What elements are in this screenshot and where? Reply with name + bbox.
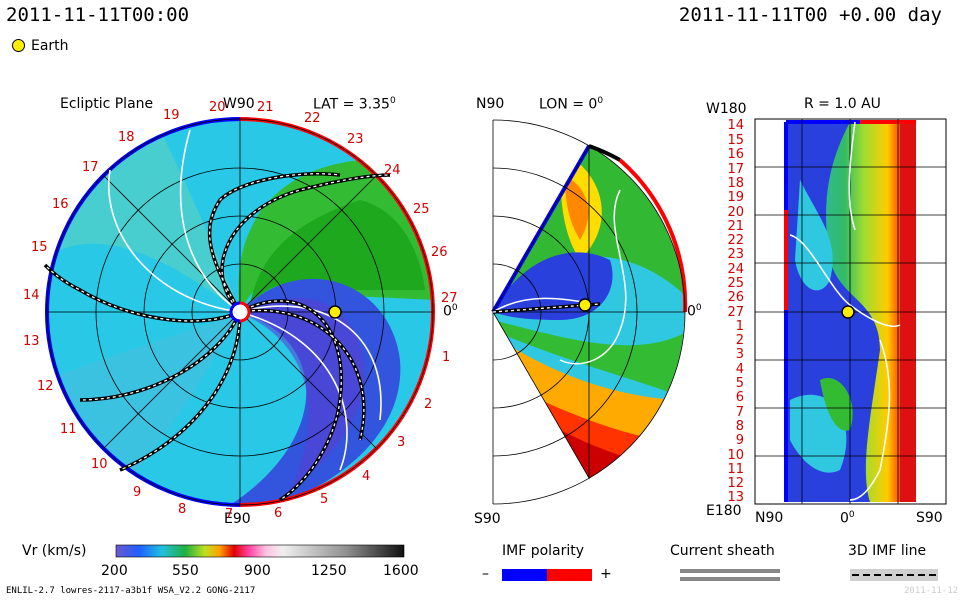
ecliptic-lat-label: LAT = 3.350	[313, 96, 396, 113]
tick-label: 8	[178, 502, 186, 517]
radial-x-left: N90	[755, 510, 784, 526]
left-time: 2011-11-11T00:00	[6, 4, 190, 26]
tick-label: 9	[133, 485, 141, 500]
tick-label: 8	[736, 419, 744, 434]
colorbar-tick: 1600	[383, 563, 419, 579]
tick-label: 3	[397, 435, 405, 450]
imf-polarity-title: IMF polarity	[502, 543, 585, 559]
tick-label: 19	[163, 108, 180, 123]
ecliptic-bottom-label: E90	[224, 511, 251, 527]
tick-label: 25	[727, 276, 744, 291]
tick-label: 23	[727, 247, 744, 262]
tick-label: 2	[424, 397, 432, 412]
tick-label: 6	[736, 390, 744, 405]
tick-label: 24	[384, 163, 401, 178]
tick-label: 16	[52, 197, 69, 212]
radial-bottom-left: E180	[706, 503, 742, 519]
tick-label: 16	[727, 147, 744, 162]
colorbar-tick: 900	[244, 563, 271, 579]
colorbar-tick: 1250	[311, 563, 347, 579]
tick-label: 23	[347, 132, 364, 147]
imf-positive-swatch	[547, 569, 592, 581]
tick-label: 4	[362, 469, 370, 484]
tick-label: 5	[736, 376, 744, 391]
tick-label: 18	[727, 176, 744, 191]
right-time: 2011-11-11T00 +0.00 day	[678, 4, 942, 26]
radial-title: R = 1.0 AU	[804, 96, 881, 112]
colorbar-label: Vr (km/s)	[22, 543, 87, 559]
tick-label: 22	[727, 233, 744, 248]
colorbar	[115, 544, 405, 558]
meridional-bottom-label: S90	[474, 511, 501, 527]
ecliptic-top-label: W90	[223, 96, 255, 112]
imf-line-swatch	[850, 569, 938, 581]
earth-legend-label: Earth	[31, 38, 69, 54]
meridional-top-left: N90	[476, 96, 505, 112]
meridional-right-label: 00	[687, 303, 702, 320]
radial-x-right: S90	[916, 510, 943, 526]
tick-label: 6	[274, 506, 282, 521]
tick-label: 26	[727, 290, 744, 305]
tick-label: 10	[727, 448, 744, 463]
tick-label: 4	[736, 362, 744, 377]
tick-label: 26	[431, 245, 448, 260]
tick-label: 1	[442, 350, 450, 365]
earth-marker-ecliptic	[328, 305, 342, 319]
tick-label: 15	[31, 240, 48, 255]
tick-label: 17	[727, 162, 744, 177]
tick-label: 5	[320, 492, 328, 507]
imf-line-title: 3D IMF line	[848, 543, 927, 559]
earth-marker-radial	[841, 305, 855, 319]
tick-label: 7	[736, 405, 744, 420]
ecliptic-right-label: 00	[443, 303, 458, 320]
tick-label: 2	[736, 333, 744, 348]
colorbar-tick: 200	[101, 563, 128, 579]
tick-label: 19	[727, 190, 744, 205]
imf-minus: –	[482, 566, 489, 582]
tick-label: 1	[736, 319, 744, 334]
tick-label: 7	[225, 507, 233, 522]
tick-label: 9	[736, 433, 744, 448]
ecliptic-title: Ecliptic Plane	[60, 96, 154, 112]
tick-label: 12	[727, 476, 744, 491]
tick-label: 11	[60, 422, 77, 437]
tick-label: 12	[37, 379, 54, 394]
earth-marker-meridional	[578, 298, 592, 312]
tick-label: 27	[441, 291, 458, 306]
radial-top-left: W180	[706, 101, 747, 117]
tick-label: 13	[727, 490, 744, 505]
tick-label: 27	[727, 305, 744, 320]
footer-left: ENLIL-2.7 lowres-2117-a3b1f WSA_V2.2 GON…	[6, 586, 256, 596]
current-sheath-swatch	[680, 569, 780, 581]
colorbar-tick: 550	[172, 563, 199, 579]
tick-label: 18	[118, 130, 135, 145]
tick-label: 20	[209, 100, 226, 115]
tick-label: 21	[257, 100, 274, 115]
tick-label: 13	[23, 334, 40, 349]
tick-label: 21	[727, 219, 744, 234]
tick-label: 15	[727, 133, 744, 148]
tick-label: 14	[727, 118, 744, 133]
tick-label: 24	[727, 262, 744, 277]
earth-legend-icon	[12, 39, 25, 52]
tick-label: 17	[82, 160, 99, 175]
meridional-lon-label: LON = 00	[539, 96, 604, 113]
tick-label: 3	[736, 347, 744, 362]
tick-label: 22	[304, 111, 321, 126]
imf-negative-swatch	[502, 569, 547, 581]
footer-right: 2011-11-12	[904, 586, 959, 596]
radial-tick-labels: 14 15 16 17 18 19 20 21 22 23 24 25 26 2…	[727, 118, 744, 505]
imf-plus: +	[600, 566, 612, 582]
tick-label: 20	[727, 205, 744, 220]
tick-label: 25	[413, 202, 430, 217]
tick-label: 10	[91, 457, 108, 472]
tick-label: 14	[23, 288, 40, 303]
tick-label: 11	[727, 462, 744, 477]
current-sheath-title: Current sheath	[670, 543, 775, 559]
radial-x-mid: 00	[840, 510, 855, 527]
ecliptic-tick-labels: 19 20 21 22 23 24 25 26 27 1 2 3 4 5 6 7…	[23, 100, 458, 522]
